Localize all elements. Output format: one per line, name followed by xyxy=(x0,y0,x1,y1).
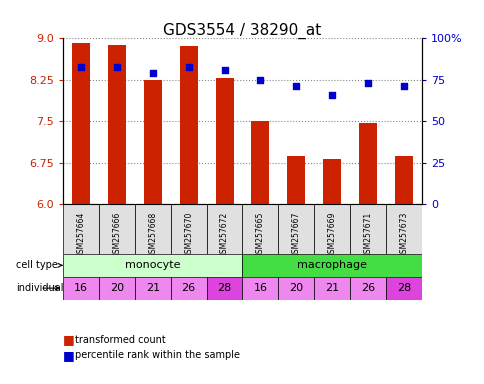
Text: ■: ■ xyxy=(63,349,75,362)
Text: 16: 16 xyxy=(253,283,267,293)
Text: monocyte: monocyte xyxy=(125,260,180,270)
Text: ■: ■ xyxy=(63,333,75,346)
Text: transformed count: transformed count xyxy=(75,335,166,345)
Bar xyxy=(278,204,314,254)
Bar xyxy=(206,204,242,254)
Bar xyxy=(314,277,349,300)
Bar xyxy=(349,204,385,254)
Text: 26: 26 xyxy=(360,283,375,293)
Point xyxy=(184,63,192,70)
Point xyxy=(292,83,300,89)
Point xyxy=(220,67,228,73)
Point xyxy=(363,80,371,86)
Bar xyxy=(135,277,170,300)
Bar xyxy=(170,277,206,300)
Bar xyxy=(143,80,161,204)
Text: GSM257670: GSM257670 xyxy=(184,212,193,258)
Text: individual: individual xyxy=(16,283,64,293)
Bar xyxy=(251,121,269,204)
Text: 28: 28 xyxy=(396,283,410,293)
Text: GSM257665: GSM257665 xyxy=(256,212,264,258)
Bar xyxy=(99,204,135,254)
Bar xyxy=(107,45,125,204)
Bar xyxy=(135,204,170,254)
Bar xyxy=(179,46,197,204)
Text: percentile rank within the sample: percentile rank within the sample xyxy=(75,350,240,360)
Bar xyxy=(63,204,99,254)
Text: GSM257666: GSM257666 xyxy=(112,212,121,258)
Text: GSM257671: GSM257671 xyxy=(363,212,372,258)
Bar xyxy=(385,204,421,254)
Text: 26: 26 xyxy=(181,283,196,293)
Text: GSM257664: GSM257664 xyxy=(76,212,85,258)
Text: cell type: cell type xyxy=(16,260,62,270)
Text: 21: 21 xyxy=(324,283,339,293)
Text: GSM257673: GSM257673 xyxy=(399,212,408,258)
Bar xyxy=(63,254,242,277)
Point xyxy=(328,92,335,98)
Text: GSM257667: GSM257667 xyxy=(291,212,300,258)
Bar xyxy=(394,156,412,204)
Point xyxy=(399,83,407,89)
Bar xyxy=(99,277,135,300)
Point xyxy=(149,70,156,76)
Text: 20: 20 xyxy=(288,283,303,293)
Bar xyxy=(170,204,206,254)
Bar xyxy=(242,254,421,277)
Text: GSM257668: GSM257668 xyxy=(148,212,157,258)
Bar xyxy=(206,277,242,300)
Bar xyxy=(278,277,314,300)
Bar xyxy=(349,277,385,300)
Bar xyxy=(314,204,349,254)
Text: 16: 16 xyxy=(74,283,88,293)
Bar xyxy=(385,277,421,300)
Bar xyxy=(242,277,278,300)
Bar xyxy=(358,123,376,204)
Bar xyxy=(215,78,233,204)
Bar xyxy=(287,156,305,204)
Text: 20: 20 xyxy=(109,283,124,293)
Text: 28: 28 xyxy=(217,283,231,293)
Text: GSM257672: GSM257672 xyxy=(220,212,228,258)
Bar xyxy=(63,277,99,300)
Bar xyxy=(322,159,340,204)
Text: 21: 21 xyxy=(145,283,160,293)
Text: macrophage: macrophage xyxy=(297,260,366,270)
Point xyxy=(77,63,85,70)
Text: GDS3554 / 38290_at: GDS3554 / 38290_at xyxy=(163,23,321,39)
Text: GSM257669: GSM257669 xyxy=(327,212,336,258)
Point xyxy=(256,77,264,83)
Bar xyxy=(242,204,278,254)
Point xyxy=(113,63,121,70)
Bar xyxy=(72,43,90,204)
